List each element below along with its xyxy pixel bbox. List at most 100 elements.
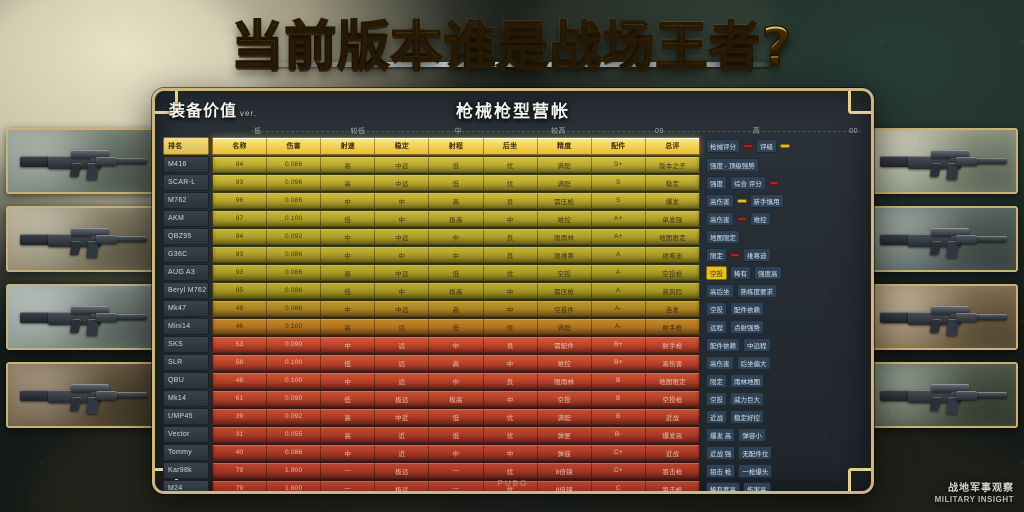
row-tag[interactable]: 空投 <box>706 265 727 280</box>
table-cell: 远 <box>375 355 430 370</box>
page-title: 当前版本谁是战场王者? <box>230 4 792 79</box>
table-row[interactable]: Mk47 49 0.086 中中远高中空投件 A- 连发 空投 配件依赖 <box>163 300 863 317</box>
left-weapon-gallery: M762 <box>6 128 158 440</box>
row-tag[interactable]: 雨林地图 <box>730 373 764 388</box>
weapon-thumbnail[interactable]: Mk14 (7) <box>866 206 1018 272</box>
table-row[interactable]: UMP45 39 0.092 高中近低优满配 B 近战 近战 稳定好控 <box>163 408 863 425</box>
table-cell: 难控 <box>538 211 592 226</box>
table-cell: 需配件 <box>538 337 592 352</box>
weapon-thumbnail[interactable] <box>6 284 158 350</box>
table-row[interactable]: AUG A3 93 0.086 高中远低优空投 A 空投枪 空投 稀有 强度高 <box>163 264 863 281</box>
row-score-bar: 94 0.092 中中远中良限雨林 A+ 地图限定 <box>212 228 700 245</box>
panel-corner-ornament <box>848 468 871 491</box>
row-tag[interactable]: 弹容小 <box>738 427 766 442</box>
row-tag[interactable]: 综合 评分 <box>730 175 766 190</box>
row-label: QBU <box>163 372 209 389</box>
row-tag[interactable]: 枪械评分 <box>706 139 740 153</box>
watermark-line-2: MILITARY INSIGHT <box>934 494 1014 504</box>
watermark: 战地军事观察 MILITARY INSIGHT <box>935 483 1014 504</box>
row-tag[interactable]: 后坐偏大 <box>736 355 771 370</box>
row-tag-dot[interactable] <box>730 252 740 257</box>
table-cell: 限维寒 <box>538 247 592 262</box>
table-row[interactable]: Mk14 61 0.090 低极远 极高中空投 B 空投枪 空投 威力巨大 <box>163 390 863 407</box>
row-tag[interactable]: 配件依赖 <box>730 301 764 316</box>
table-row[interactable]: Kar98k 79 1.900— 极远 — 优 8倍镜 C+ 狙击枪 狙击 枪一枪爆头 <box>163 462 863 479</box>
row-label: SLR <box>163 354 209 371</box>
row-tag[interactable]: 稀有 <box>730 265 751 280</box>
weapon-thumbnail[interactable] <box>6 362 158 428</box>
row-tag[interactable]: 威力巨大 <box>730 391 764 406</box>
row-tag[interactable]: 难控 <box>749 211 771 226</box>
table-row[interactable]: QBU 48 0.100 中远中良限雨林 B 地图限定 限定 雨林地图 <box>163 372 863 389</box>
row-tag[interactable]: 强度 <box>706 175 727 190</box>
row-tag[interactable]: 高伤害 <box>706 193 734 208</box>
row-tag[interactable]: 评级 <box>756 139 777 153</box>
row-tag[interactable]: 点射强势 <box>730 319 764 334</box>
row-tag[interactable]: 地图限定 <box>706 229 740 244</box>
table-row[interactable]: G36C 93 0.086 中中中良限维寒 A 维寒迪 限定 维寒迪 <box>163 246 863 263</box>
row-tag[interactable]: 一枪爆头 <box>738 463 773 478</box>
row-tag[interactable]: 近战 <box>706 409 727 424</box>
table-row[interactable]: SKS 53 0.090 中远中良需配件 B+ 射手枪 配件依赖 中远程 <box>163 336 863 353</box>
table-row[interactable]: SLR 58 0.100 低远高中难控 B+ 高伤害 高伤害 后坐偏大 <box>163 354 863 371</box>
row-tag[interactable]: 高伤害 <box>706 355 734 370</box>
row-tag[interactable]: 稀有度高 <box>706 481 740 491</box>
table-cell: S+ <box>592 157 646 172</box>
row-tag[interactable]: 限定 <box>706 373 727 388</box>
row-tag[interactable]: 伤害高 <box>743 481 771 491</box>
table-cell: 高伤害 <box>662 360 683 368</box>
table-row[interactable]: Vector 31 0.055 高近低优弹匣 B- 爆发高 爆发 高弹容小 <box>163 426 863 443</box>
row-tag-dot[interactable] <box>743 144 753 148</box>
row-tag-dot[interactable] <box>736 198 747 203</box>
table-cell: C+ <box>592 445 646 460</box>
table-row[interactable]: SCAR-L 93 0.096 高中远低优满配 S 稳定 强度 综合 评分 <box>163 174 863 191</box>
table-row[interactable]: Mini14 46 0.100 高远低优满配 A- 射手枪 远程 点射强势 <box>163 318 863 335</box>
rifle-icon <box>19 224 148 259</box>
row-tag-group: 空投 稀有 强度高 <box>703 264 863 281</box>
weapon-thumbnail[interactable]: M762 <box>6 206 158 272</box>
table-cell: 弹匣 <box>538 427 592 442</box>
table-cell: B+ <box>592 355 646 370</box>
row-tag[interactable]: 维寒迪 <box>743 247 771 262</box>
row-tag-group: 强度 - 顶级强势 <box>703 156 863 173</box>
table-row[interactable]: M416 94 0.086 高中远低优满配 S+ 版本之子 强度 - 顶级强势 <box>163 156 863 173</box>
weapon-thumbnail[interactable] <box>866 128 1018 194</box>
row-tag[interactable]: 空投 <box>706 301 727 316</box>
table-cell: 低 <box>429 409 484 424</box>
weapon-thumbnail[interactable] <box>6 128 158 194</box>
table-row[interactable]: Tommy 40 0.086 中近中中弹鼓 C+ 近战 近战 强无配件位 <box>163 444 863 461</box>
table-cell: S <box>592 193 646 208</box>
row-tag[interactable]: 远程 <box>706 319 727 334</box>
row-tag[interactable]: 限定 <box>706 247 727 262</box>
row-tag[interactable]: 配件依赖 <box>706 337 740 352</box>
row-tag[interactable]: 强度高 <box>754 265 782 280</box>
row-tag[interactable]: 无配件位 <box>738 445 773 460</box>
table-cell: 空投枪 <box>662 396 683 404</box>
row-tag[interactable]: 近战 强 <box>706 445 736 460</box>
row-tag-dot[interactable] <box>736 216 747 221</box>
weapon-thumbnail[interactable] <box>866 362 1018 428</box>
row-tag[interactable]: 新手慎用 <box>749 193 784 208</box>
row-tag[interactable]: 高后坐 <box>706 283 734 298</box>
row-tag[interactable]: 熟练度要求 <box>736 283 777 298</box>
row-tag[interactable]: 强度 - 顶级强势 <box>706 157 759 172</box>
row-tag[interactable]: 爆发 高 <box>706 427 736 442</box>
table-cell: 空投 <box>538 391 592 406</box>
row-tag-dot[interactable] <box>780 144 790 148</box>
row-tag[interactable]: 空投 <box>706 391 727 406</box>
table-row[interactable]: Beryl M762 95 0.086 低中极高中需压枪 A 高风险 高后坐 熟练度要求 <box>163 282 863 299</box>
table-header-row[interactable]: 排名 名称 伤害 射速 稳定 射程 后坐 精度 配件 总评 枪械评分 评级 <box>163 137 863 155</box>
row-tag[interactable]: 中远程 <box>743 337 771 352</box>
table-cell: 低 <box>321 211 376 226</box>
row-tag[interactable]: 狙击 枪 <box>706 463 736 478</box>
row-tag-dot[interactable] <box>768 180 779 185</box>
table-cell: 满配 <box>538 175 592 190</box>
row-tag[interactable]: 稳定好控 <box>730 409 764 424</box>
table-cell: 0.086 <box>267 265 322 280</box>
row-tag[interactable]: 高伤害 <box>706 211 734 226</box>
table-row[interactable]: M762 96 0.086 中中高良需压枪 S 爆发 高伤害 新手慎用 <box>163 192 863 209</box>
weapon-thumbnail[interactable] <box>866 284 1018 350</box>
table-row[interactable]: QBZ95 94 0.092 中中远中良限雨林 A+ 地图限定 地图限定 <box>163 228 863 245</box>
table-row[interactable]: AKM 97 0.100 低中极高中难控 A+ 单发强 高伤害 难控 <box>163 210 863 227</box>
table-row[interactable]: M24 79 1.800— 极远 — 优 8倍镜 C 狙击枪 稀有度高 伤害高 <box>163 480 863 491</box>
